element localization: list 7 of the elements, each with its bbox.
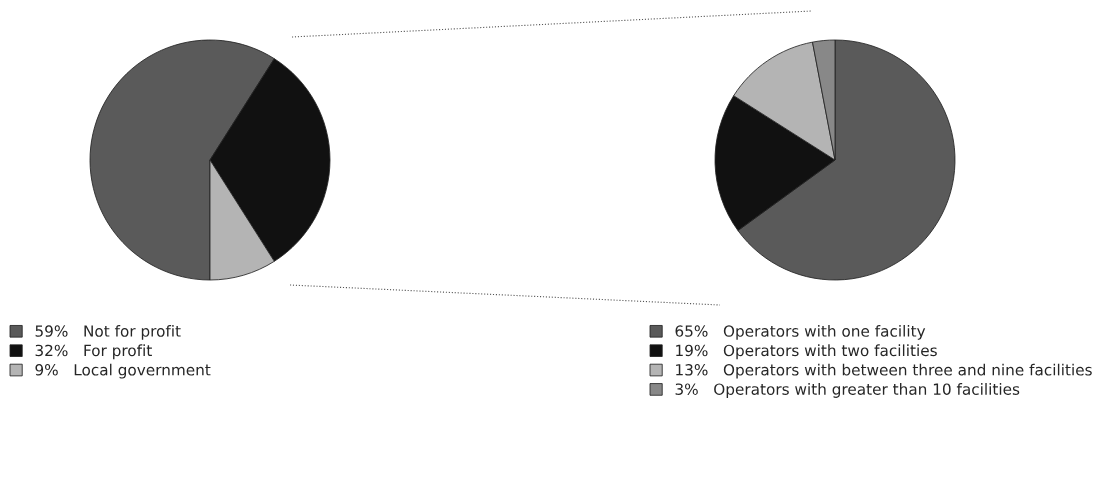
legend-label: 19% Operators with two facilities (676, 344, 937, 360)
legend-label: 3% Operators with greater than 10 facilities (675, 383, 1020, 398)
legend-label: 13% Operators with between three and nine facilities (676, 363, 1092, 379)
legend-label: 32% For profit (35, 344, 152, 360)
legend-label: 59% Not for profit (35, 325, 181, 340)
legend-label: 9% Local government (35, 363, 211, 379)
legend-label: 65% Operators with one facility (675, 325, 926, 340)
